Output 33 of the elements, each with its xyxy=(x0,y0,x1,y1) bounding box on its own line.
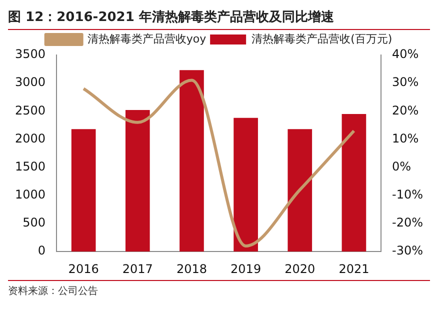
y2-tick-label: 40% xyxy=(392,47,419,62)
legend-label: 清热解毒类产品营收(百万元) xyxy=(252,32,392,46)
x-tick-label: 2021 xyxy=(338,262,370,276)
y-tick-label: 3000 xyxy=(14,75,46,90)
bar xyxy=(180,70,204,252)
y-tick-label: 500 xyxy=(22,216,46,230)
y-tick-label: 1000 xyxy=(14,188,46,202)
bar xyxy=(288,129,312,252)
y2-tick-label: 10% xyxy=(392,131,419,146)
y-tick-label: 2500 xyxy=(14,103,46,118)
y2-tick-label: -10% xyxy=(392,188,424,202)
x-tick-label: 2020 xyxy=(284,262,316,276)
x-tick-label: 2017 xyxy=(122,262,153,276)
x-tick-label: 2016 xyxy=(68,262,99,276)
line-series xyxy=(82,78,356,248)
x-tick-label: 2019 xyxy=(230,262,262,276)
bar xyxy=(71,129,96,252)
y-tick-label: 1500 xyxy=(14,159,46,174)
y2-tick-label: 30% xyxy=(392,75,419,90)
chart-title: 图 12：2016-2021 年清热解毒类产品营收及同比增速 xyxy=(8,8,430,30)
bar xyxy=(342,114,366,252)
y-tick-label: 0 xyxy=(38,244,46,258)
text: 资料来源：公司公告 xyxy=(8,284,99,298)
x-tick-label: 2018 xyxy=(176,262,208,276)
bar xyxy=(234,118,258,252)
y2-tick-label: -30% xyxy=(392,244,424,258)
legend-label: 清热解毒类产品营收yoy xyxy=(87,32,207,46)
y-tick-label: 3500 xyxy=(14,47,46,62)
y-tick-label: 2000 xyxy=(14,131,46,146)
y2-tick-label: 0% xyxy=(392,159,412,174)
bar xyxy=(125,110,150,252)
y2-tick-label: 20% xyxy=(392,103,419,118)
y2-tick-label: -20% xyxy=(392,216,424,230)
